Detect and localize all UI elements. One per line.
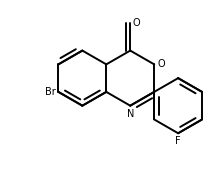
Text: Br: Br xyxy=(45,87,55,97)
Text: F: F xyxy=(175,136,181,146)
Text: N: N xyxy=(127,109,134,119)
Text: O: O xyxy=(157,59,165,69)
Text: O: O xyxy=(132,18,140,28)
